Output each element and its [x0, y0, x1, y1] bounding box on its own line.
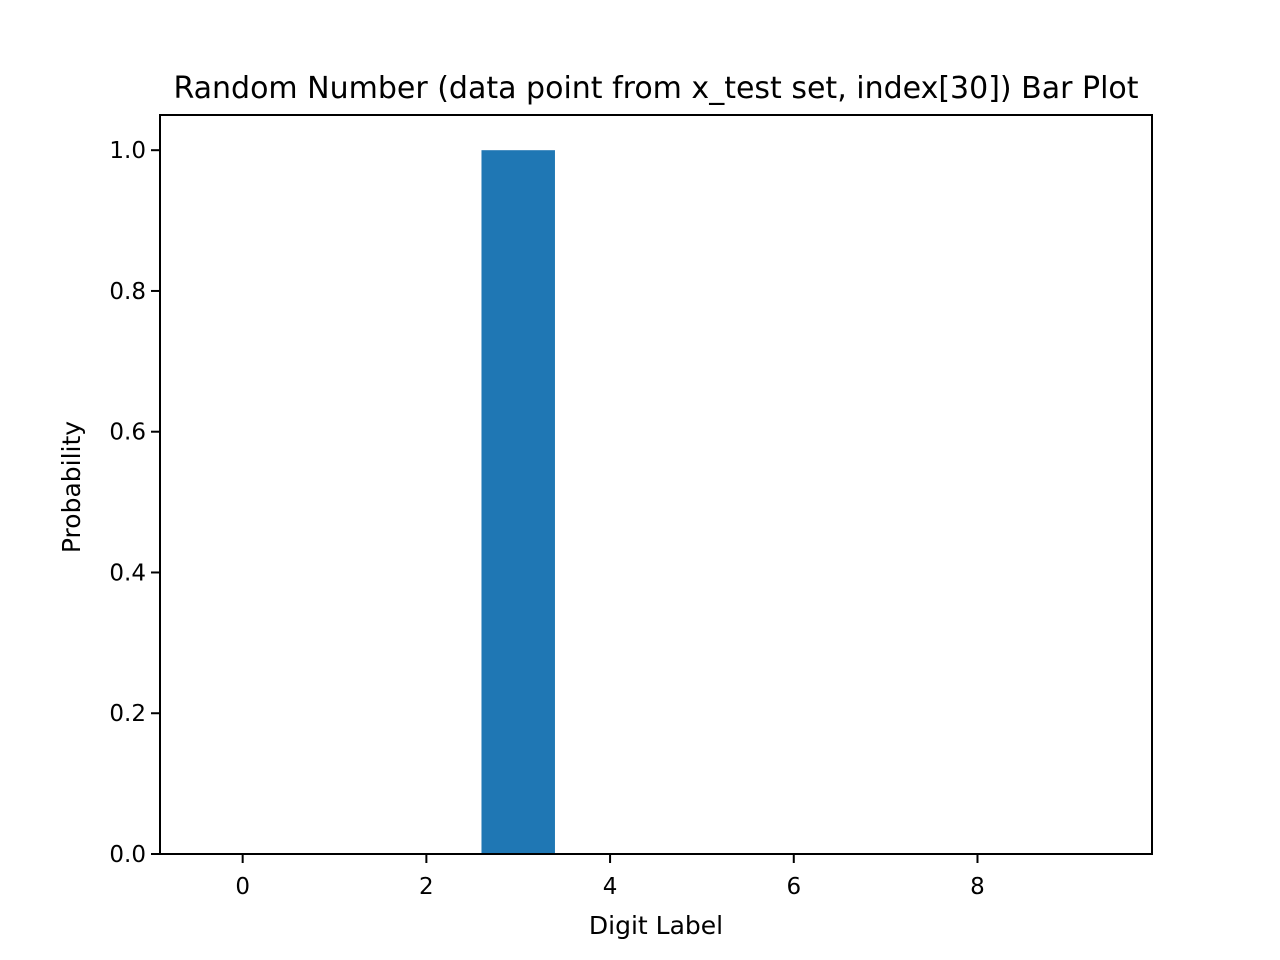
chart-title: Random Number (data point from x_test se… — [173, 71, 1138, 106]
y-tick-label: 0.0 — [109, 842, 146, 868]
x-axis-ticks: 0 2 4 6 8 — [235, 854, 985, 900]
x-tick-label: 8 — [970, 874, 985, 900]
y-axis-label: Probability — [57, 421, 86, 553]
bars-group — [481, 150, 555, 854]
y-tick-label: 1.0 — [109, 138, 146, 164]
plot-frame — [159, 114, 1153, 855]
x-tick-label: 0 — [235, 874, 250, 900]
y-tick-label: 0.8 — [109, 279, 146, 305]
x-tick-label: 4 — [603, 874, 618, 900]
bar-3 — [481, 150, 555, 854]
y-tick-label: 0.6 — [109, 420, 146, 446]
y-tick-label: 0.4 — [109, 560, 146, 586]
x-tick-label: 2 — [419, 874, 434, 900]
x-axis-label: Digit Label — [589, 911, 723, 940]
y-axis-ticks: 0.0 0.2 0.4 0.6 0.8 1.0 — [109, 138, 160, 868]
y-tick-label: 0.2 — [109, 701, 146, 727]
x-tick-label: 6 — [786, 874, 801, 900]
